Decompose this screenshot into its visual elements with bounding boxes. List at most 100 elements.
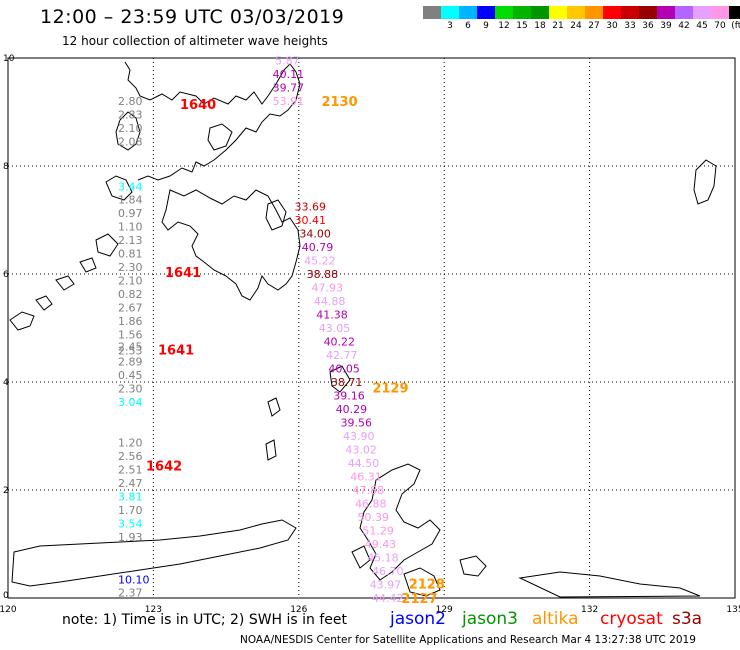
legend-label: 18 xyxy=(534,21,546,31)
coast-talaud-2 xyxy=(265,439,277,461)
wave-height-value: 0.81 xyxy=(118,247,143,260)
legend-label: 45 xyxy=(696,21,708,31)
legend-swatch xyxy=(603,6,621,19)
wave-height-value: 40.22 xyxy=(324,336,356,349)
wave-height-value: 2.10 xyxy=(118,274,143,287)
x-tick-label: 135 xyxy=(726,605,740,615)
wave-height-value: 3.44 xyxy=(118,181,143,194)
legend-label: 39 xyxy=(660,21,672,31)
time-label: 2127 xyxy=(401,592,437,607)
y-tick-label: 8 xyxy=(3,162,9,172)
legend-swatch xyxy=(513,6,531,19)
coast-basilan xyxy=(95,233,119,257)
coast-obi xyxy=(403,567,441,597)
color-scale-bar xyxy=(423,6,740,19)
wave-height-value: 2.08 xyxy=(118,136,143,149)
wave-height-value: 46.31 xyxy=(350,471,382,484)
wave-height-value: 2.83 xyxy=(118,109,143,122)
wave-height-value: 2.13 xyxy=(118,234,143,247)
wave-height-value: 1.93 xyxy=(118,531,143,544)
satellite-legend-s3a: s3a xyxy=(672,609,703,629)
wave-height-value: 3.54 xyxy=(118,517,143,530)
coast-island xyxy=(115,111,141,151)
legend-label: 9 xyxy=(483,21,489,31)
wave-height-value: 49.43 xyxy=(365,538,397,551)
legend-swatch xyxy=(567,6,585,19)
wave-height-value: 40.05 xyxy=(328,363,360,376)
wave-height-value: 2.47 xyxy=(118,477,143,490)
legend-label: 15 xyxy=(516,21,528,31)
wave-height-value: 2.80 xyxy=(118,95,143,108)
wave-height-value: 51.29 xyxy=(362,525,394,538)
legend-swatch xyxy=(693,6,711,19)
satellite-legend-altika: altika xyxy=(532,609,579,629)
wave-height-value: 2.45 xyxy=(118,340,143,353)
legend-label: 6 xyxy=(465,21,471,31)
legend-label: (ft) xyxy=(731,21,740,31)
wave-height-value: 3.81 xyxy=(118,490,143,503)
coast-zamboanga xyxy=(105,175,133,201)
wave-height-value: 1.84 xyxy=(118,193,143,206)
wave-height-value: 41.38 xyxy=(316,309,348,322)
coast-visayas xyxy=(124,61,301,181)
wave-height-value: 33.69 xyxy=(294,201,326,214)
wave-height-value: 39.77 xyxy=(273,82,305,95)
wave-height-value: 1.10 xyxy=(118,220,143,233)
coast-palau xyxy=(693,159,717,205)
coast-sulu-1 xyxy=(9,311,35,331)
wave-height-value: 2.53 xyxy=(118,345,143,358)
legend-label: 24 xyxy=(570,21,582,31)
wave-height-value: 39.16 xyxy=(333,390,365,403)
x-tick-label: 132 xyxy=(581,605,598,615)
coast-davao-gulf xyxy=(265,199,287,231)
legend-swatch xyxy=(621,6,639,19)
wave-height-value: 40.79 xyxy=(302,241,334,254)
legend-swatch xyxy=(711,6,729,19)
time-label: 2130 xyxy=(321,95,357,110)
wave-height-value: 40.29 xyxy=(336,403,368,416)
legend-label: 30 xyxy=(606,21,618,31)
wave-height-value: 2.67 xyxy=(118,301,143,314)
legend-swatch xyxy=(639,6,657,19)
wave-height-value: 2.30 xyxy=(118,261,143,274)
wave-height-labels: 2.802.832.102.083.441.840.971.102.130.81… xyxy=(118,55,445,607)
y-tick-label: 2 xyxy=(3,486,9,496)
legend-label: 3 xyxy=(447,21,453,31)
wave-height-value: 43.05 xyxy=(319,322,351,335)
map-title: 12:00 – 23:59 UTC 03/03/2019 xyxy=(40,6,345,28)
legend-label: 21 xyxy=(552,21,564,31)
satellite-legend-jason2: jason2 xyxy=(390,609,446,629)
wave-height-value: 1.56 xyxy=(118,328,143,341)
wave-height-value: 40.11 xyxy=(273,68,305,81)
time-label: 1640 xyxy=(180,98,216,113)
wave-height-value: 0.45 xyxy=(118,369,143,382)
coast-talaud-1 xyxy=(267,397,281,417)
coast-sulu-3 xyxy=(55,275,75,291)
coast-mindanao xyxy=(161,189,301,301)
legend-label: 42 xyxy=(678,21,690,31)
legend-label: 33 xyxy=(624,21,636,31)
wave-height-value: 10.10 xyxy=(118,574,150,587)
x-tick-label: 123 xyxy=(145,605,162,615)
y-tick-label: 4 xyxy=(3,378,9,388)
coast-island-2 xyxy=(207,123,233,151)
y-tick-label: 6 xyxy=(3,270,9,280)
legend-swatch xyxy=(585,6,603,19)
wave-height-value: 2.89 xyxy=(118,355,143,368)
wave-height-value: 39.56 xyxy=(341,417,373,430)
wave-height-value: 3.04 xyxy=(118,396,143,409)
wave-height-value: 44.42 xyxy=(372,592,404,605)
legend-swatch xyxy=(729,6,740,19)
satellite-legend-cryosat: cryosat xyxy=(600,609,663,629)
wave-height-value: 44.88 xyxy=(314,295,346,308)
coast-sulawesi-north xyxy=(11,519,297,587)
wave-height-value: 30.41 xyxy=(294,214,326,227)
wave-height-value: 43.02 xyxy=(345,444,377,457)
wave-height-value: 44.50 xyxy=(348,457,380,470)
axis-ticks: 120 123 126 129 132 135 0 2 4 6 8 10 xyxy=(0,54,740,615)
wave-height-value: 1.20 xyxy=(118,436,143,449)
wave-height-value: 5.87 xyxy=(275,55,300,68)
coast-new-guinea xyxy=(518,571,701,598)
legend-label: 70 xyxy=(714,21,726,31)
